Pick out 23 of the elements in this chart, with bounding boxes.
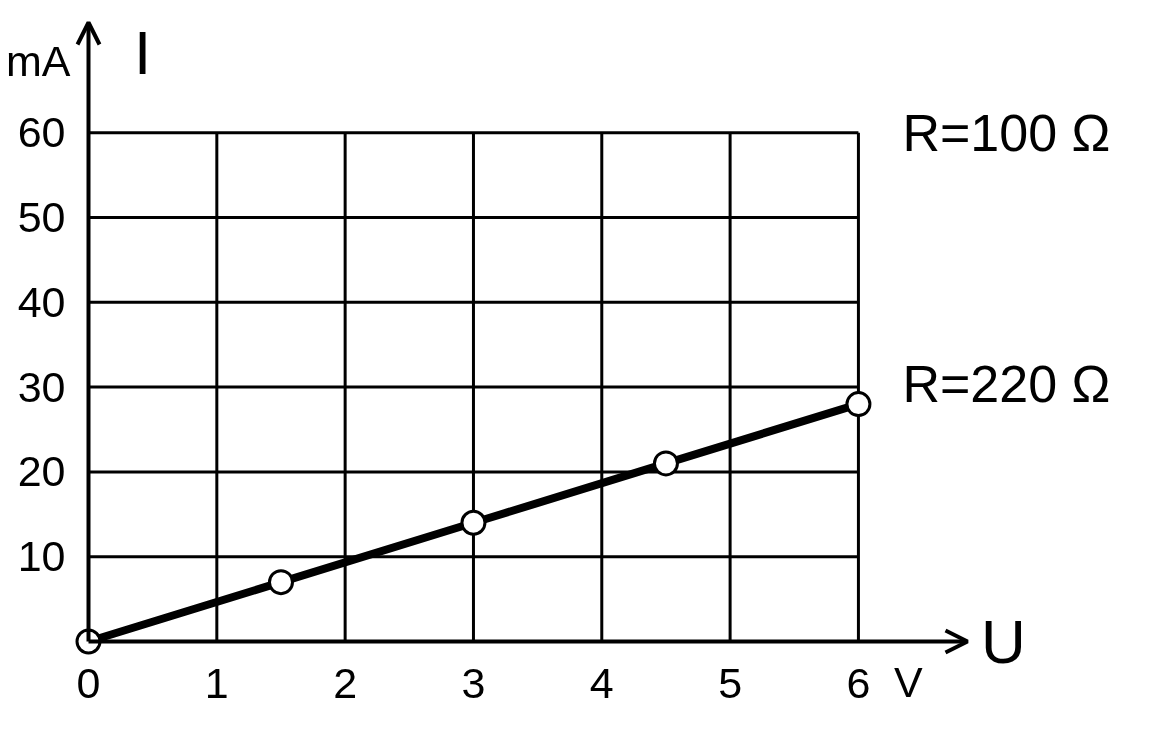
x-tick-label: 0 — [76, 658, 101, 707]
y-tick-label: 50 — [17, 193, 66, 242]
x-tick-label: 4 — [589, 658, 614, 707]
y-tick-label: 30 — [17, 362, 66, 411]
x-tick-label: 5 — [718, 658, 743, 707]
point — [267, 569, 294, 596]
y-tick-label: 40 — [17, 277, 66, 326]
x-axis-title: U — [981, 607, 1026, 676]
x-tick-label: 6 — [846, 658, 871, 707]
series-label: R=220 Ω — [902, 355, 1111, 414]
x-tick-label: 1 — [204, 658, 229, 707]
y-tick-label: 60 — [17, 108, 66, 157]
y-tick-label: 20 — [17, 447, 66, 496]
x-tick-label: 2 — [333, 658, 358, 707]
y-axis-title: I — [133, 18, 152, 87]
point — [460, 509, 487, 536]
point — [652, 450, 679, 477]
text: mA — [6, 36, 71, 85]
y-tick-label: 10 — [17, 532, 66, 581]
point — [845, 391, 872, 418]
annotation: R=100 Ω — [902, 103, 1111, 162]
x-tick-label: 3 — [461, 658, 486, 707]
text: V — [894, 657, 924, 706]
